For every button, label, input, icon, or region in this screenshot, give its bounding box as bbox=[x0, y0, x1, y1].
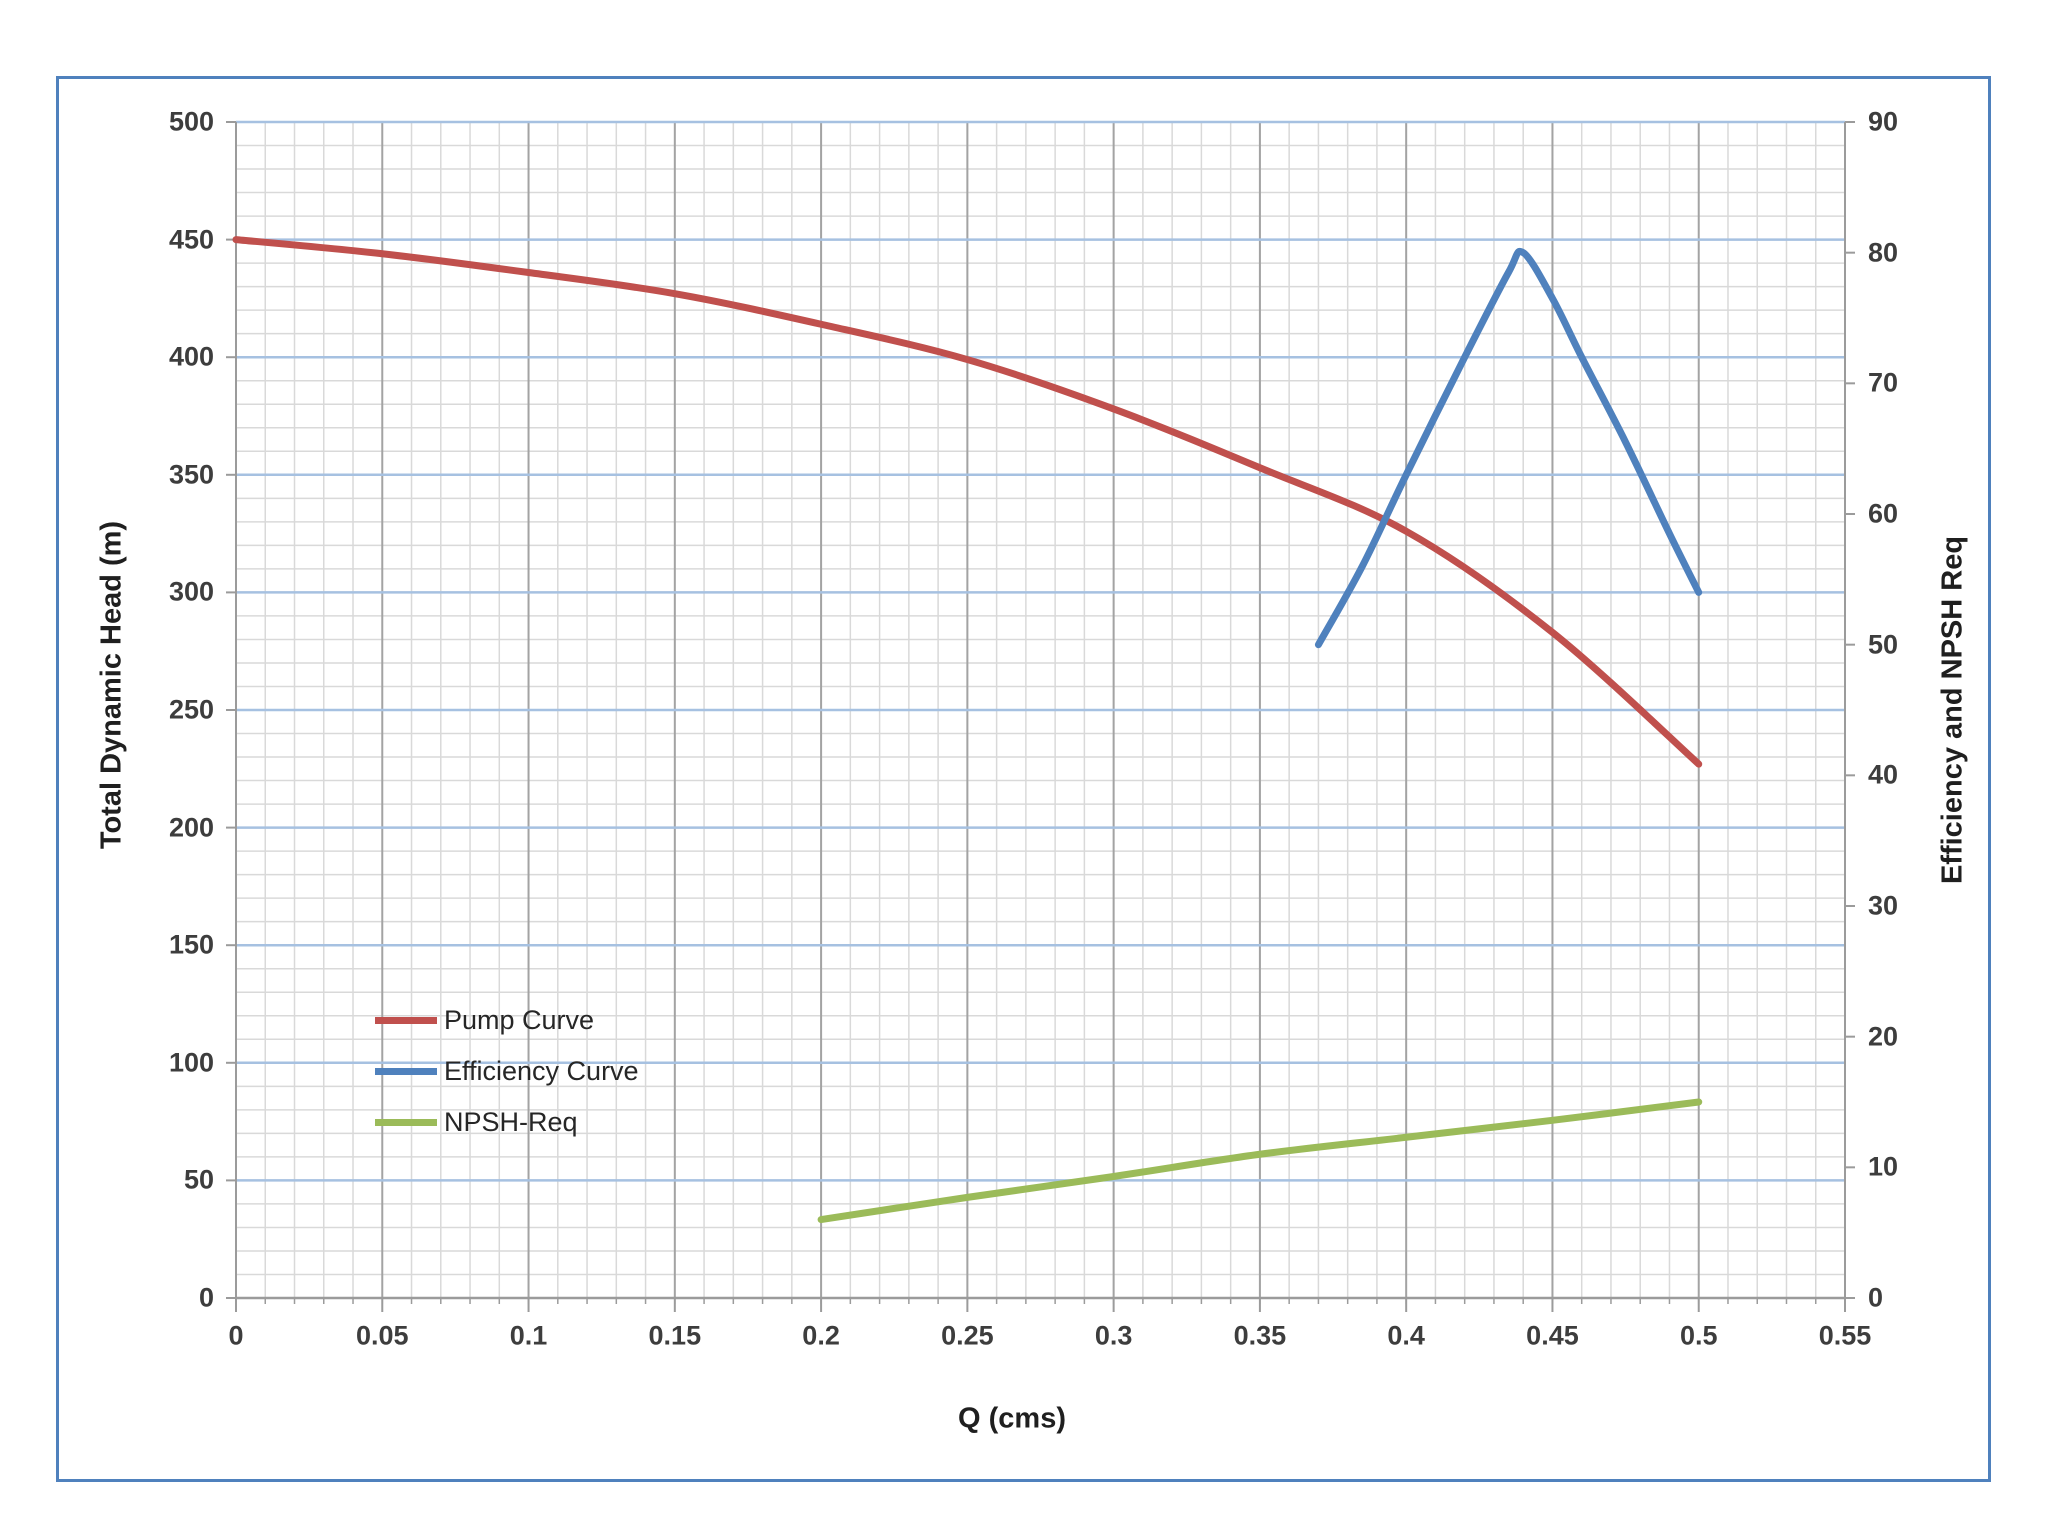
x-tick-label: 0.3 bbox=[1094, 1320, 1133, 1351]
left-axis-tick-label: 250 bbox=[168, 694, 214, 725]
legend-label: Efficiency Curve bbox=[444, 1056, 639, 1086]
x-tick-label: 0.15 bbox=[648, 1320, 702, 1351]
left-axis-tick-label: 400 bbox=[168, 341, 214, 372]
x-tick-label: 0.45 bbox=[1526, 1320, 1579, 1351]
legend-label: Pump Curve bbox=[444, 1005, 595, 1035]
left-axis-tick-label: 50 bbox=[183, 1164, 214, 1195]
right-axis-title: Efficiency and NPSH Req bbox=[1936, 535, 1969, 885]
right-axis-tick-label: 60 bbox=[1868, 498, 1899, 529]
x-tick-label: 0 bbox=[228, 1320, 244, 1351]
right-axis-tick-label: 50 bbox=[1868, 629, 1899, 660]
x-tick-label: 0.05 bbox=[355, 1320, 409, 1351]
right-axis-tick-label: 0 bbox=[1868, 1282, 1884, 1313]
series-npsh-req bbox=[817, 1098, 1703, 1224]
right-axis-tick-label: 30 bbox=[1868, 890, 1899, 921]
right-axis-tick-label: 90 bbox=[1868, 106, 1899, 137]
series-efficiency-curve bbox=[1314, 247, 1703, 649]
pump-curve-line-swatch bbox=[375, 1017, 437, 1024]
left-axis-tick-label: 500 bbox=[168, 106, 214, 137]
left-axis-tick-label: 100 bbox=[168, 1047, 214, 1078]
efficiency-curve-line-swatch bbox=[375, 1068, 437, 1075]
x-tick-label: 0.25 bbox=[941, 1320, 994, 1351]
legend-item-npsh-req: NPSH-Req bbox=[375, 1097, 639, 1148]
x-tick-label: 0.35 bbox=[1233, 1320, 1287, 1351]
right-axis-tick-label: 70 bbox=[1868, 367, 1899, 398]
left-axis-tick-label: 200 bbox=[168, 812, 214, 843]
left-axis-tick-label: 150 bbox=[168, 929, 214, 960]
x-tick-label: 0.1 bbox=[509, 1320, 548, 1351]
right-axis-tick-label: 20 bbox=[1868, 1021, 1899, 1052]
left-axis-tick-label: 450 bbox=[168, 224, 214, 255]
right-axis-tick-label: 10 bbox=[1868, 1151, 1899, 1182]
x-tick-label: 0.55 bbox=[1818, 1320, 1872, 1351]
legend-item-efficiency-curve: Efficiency Curve bbox=[375, 1046, 639, 1097]
left-axis-tick-label: 300 bbox=[168, 576, 214, 607]
legend: Pump Curve Efficiency Curve NPSH-Req bbox=[375, 995, 639, 1148]
x-tick-label: 0.2 bbox=[802, 1320, 840, 1351]
left-axis-tick-label: 350 bbox=[168, 459, 214, 490]
series-pump-curve bbox=[232, 236, 1703, 768]
legend-label: NPSH-Req bbox=[444, 1107, 578, 1137]
left-axis-tick-label: 0 bbox=[198, 1282, 214, 1313]
right-axis-tick-label: 80 bbox=[1868, 237, 1899, 268]
x-tick-label: 0.5 bbox=[1679, 1320, 1718, 1351]
left-axis-title: Total Dynamic Head (m) bbox=[95, 520, 128, 850]
legend-item-pump-curve: Pump Curve bbox=[375, 995, 639, 1046]
x-tick-label: 0.4 bbox=[1387, 1320, 1425, 1351]
x-axis-title: Q (cms) bbox=[958, 1402, 1066, 1435]
right-axis-tick-label: 40 bbox=[1868, 759, 1899, 790]
npsh-req-line-swatch bbox=[375, 1119, 437, 1126]
